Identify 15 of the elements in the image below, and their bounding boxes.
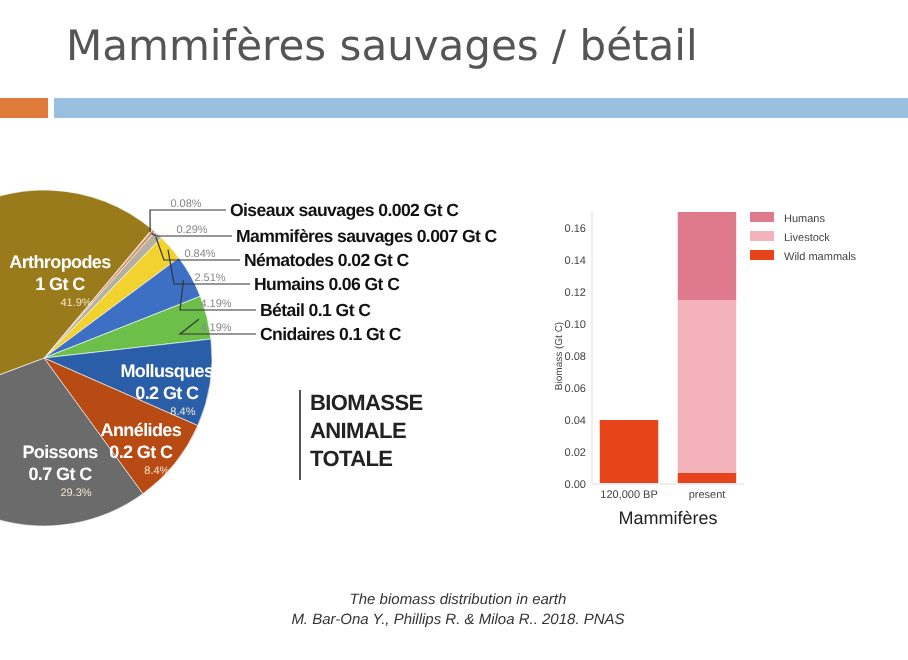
slice-label: Annélides 0.2 Gt C <box>100 419 182 462</box>
slice-label: Humains 0.06 Gt C <box>254 274 402 294</box>
x-axis-title: Mammifères <box>618 508 719 528</box>
slice-label: Poissons 0.7 Gt C <box>22 442 99 484</box>
slice-label: Bétail 0.1 Gt C <box>260 300 373 320</box>
slice-label: Mammifères sauvages 0.007 Gt C <box>236 226 499 246</box>
bar <box>677 212 737 300</box>
slice-label: Oiseaux sauvages 0.002 Gt C <box>230 200 461 220</box>
bar <box>599 420 659 484</box>
slice-label: Cnidaires 0.1 Gt C <box>260 324 403 344</box>
chart-title: Mammifères sauvages / bétail <box>66 22 698 70</box>
bar <box>677 300 737 473</box>
slice-label: Arthropodes 1 Gt C <box>9 252 112 294</box>
slice-label: Nématodes 0.02 Gt C <box>244 250 411 270</box>
text: BIOMASSE ANIMALE TOTALE <box>310 392 423 472</box>
